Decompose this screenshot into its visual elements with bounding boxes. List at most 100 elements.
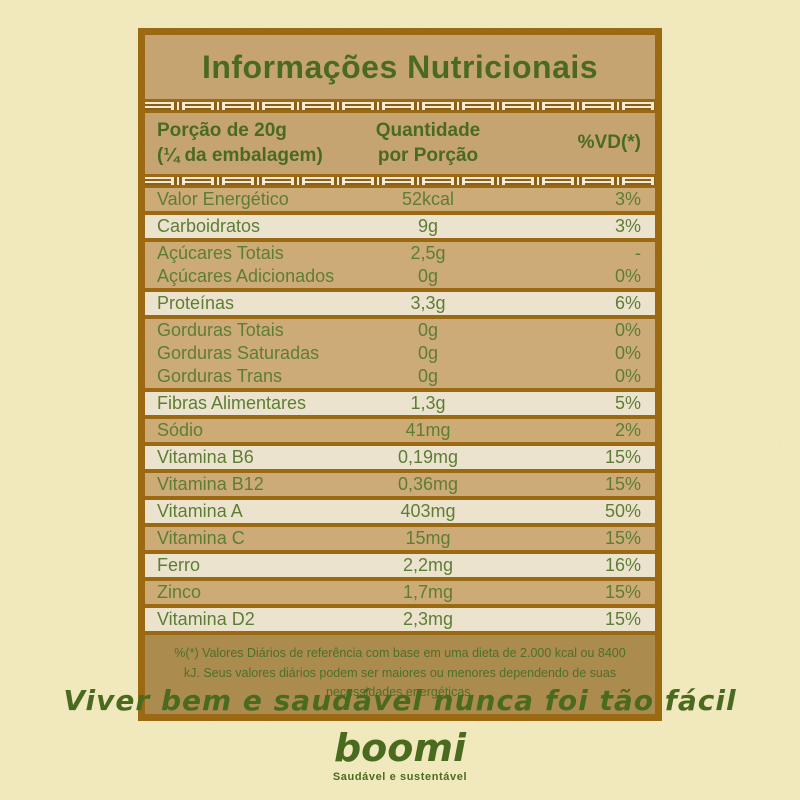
nutrient-row: Sódio 41mg 2% [145,419,655,442]
quantity-header-line1: Quantidade [375,120,481,141]
nutrient-row-group: Zinco 1,7mg 15% [145,581,655,609]
nutrient-name: Sódio [157,420,204,441]
nutrient-row: Vitamina B12 0,36mg 15% [145,473,655,496]
nutrient-row: Zinco 1,7mg 15% [145,581,655,604]
nutrient-row-group: Vitamina B6 0,19mg 15% [145,446,655,474]
nutrient-quantity: 403mg [400,501,456,522]
nutrient-row: Açúcares Totais 2,5g - [145,242,655,265]
nutrient-rows: Valor Energético 52kcal 3% Carboidratos … [145,188,655,636]
nutrient-name: Vitamina C [157,528,245,549]
nutrient-quantity: 9g [417,216,439,237]
nutrient-row-group: Carboidratos 9g 3% [145,215,655,243]
nutrient-name: Vitamina B6 [157,447,254,468]
nutrient-name: Vitamina D2 [157,609,255,630]
nutrient-daily-value: 0% [614,366,641,387]
brand-slogan: Saudável e sustentável [332,771,468,783]
nutrient-name: Vitamina B12 [157,474,264,495]
nutrient-name: Gorduras Totais [157,320,284,341]
nutrient-quantity: 0,19mg [397,447,459,468]
nutrient-row-group: Ferro 2,2mg 16% [145,554,655,582]
nutrient-quantity: 1,3g [410,393,446,414]
nutrient-name: Fibras Alimentares [157,393,307,414]
nutrient-quantity: 0,36mg [397,474,459,495]
nutrient-row: Fibras Alimentares 1,3g 5% [145,392,655,415]
nutrient-row-group: Açúcares Totais 2,5g - Açúcares Adiciona… [145,242,655,293]
nutrient-row: Vitamina D2 2,3mg 15% [145,608,655,631]
nutrient-row: Valor Energético 52kcal 3% [145,188,655,211]
nutrient-row-group: Fibras Alimentares 1,3g 5% [145,392,655,420]
nutrient-daily-value: 15% [604,609,641,630]
nutrient-quantity: 1,7mg [402,582,454,603]
nutrient-quantity: 41mg [405,420,451,441]
nutrient-daily-value: 0% [614,343,641,364]
nutrient-name: Açúcares Adicionados [157,266,335,287]
nutrient-quantity: 15mg [405,528,451,549]
nutrient-quantity: 3,3g [410,293,446,314]
table-header-row: Porção de 20g (¼ da embalagem) Quantidad… [145,113,655,175]
nutrient-row-group: Valor Energético 52kcal 3% [145,188,655,216]
nutrient-row: Vitamina B6 0,19mg 15% [145,446,655,469]
serving-size-line1: Porção de 20g [157,120,287,141]
nutrient-quantity: 52kcal [401,189,455,210]
nutrient-quantity: 2,5g [410,243,446,264]
nutrient-row-group: Vitamina D2 2,3mg 15% [145,608,655,636]
nutrient-name: Proteínas [157,293,235,314]
nutrient-daily-value: 3% [614,216,641,237]
nutrient-name: Valor Energético [157,189,289,210]
nutrient-daily-value: 50% [604,501,641,522]
nutrient-row-group: Proteínas 3,3g 6% [145,292,655,320]
quantity-header-line2: por Porção [377,144,479,166]
nutrient-daily-value: 2% [614,420,641,441]
nutrient-daily-value: 15% [604,528,641,549]
nutrient-row-group: Gorduras Totais 0g 0% Gorduras Saturadas… [145,319,655,393]
nutrient-daily-value: 5% [614,393,641,414]
nutrient-row: Vitamina A 403mg 50% [145,500,655,523]
nutrient-row-group: Vitamina A 403mg 50% [145,500,655,528]
nutrient-row: Proteínas 3,3g 6% [145,292,655,315]
bamboo-divider-bottom [145,174,655,189]
nutrient-quantity: 0g [417,343,439,364]
nutrient-quantity: 2,3mg [402,609,454,630]
nutrient-row: Carboidratos 9g 3% [145,215,655,238]
label-title-bar: Informações Nutricionais [145,35,655,99]
nutrient-quantity: 0g [417,366,439,387]
nutrient-row-group: Vitamina C 15mg 15% [145,527,655,555]
serving-size-header: Porção de 20g (¼ da embalagem) [157,119,343,168]
brand-tagline: Viver bem e saudável nunca foi tão fácil [63,684,737,717]
nutrient-daily-value: 0% [614,266,641,287]
daily-values-footnote: %(*) Valores Diários de referência com b… [145,635,655,714]
nutrient-name: Gorduras Saturadas [157,343,320,364]
nutrition-label-card: Informações Nutricionais Porção de 20g (… [138,28,662,721]
nutrient-row: Gorduras Totais 0g 0% [145,319,655,342]
nutrient-quantity: 0g [417,266,439,287]
daily-value-header: %VD(*) [577,132,641,154]
nutrient-row-group: Vitamina B12 0,36mg 15% [145,473,655,501]
brand-footer: Viver bem e saudável nunca foi tão fácil… [0,684,800,783]
nutrient-row: Gorduras Trans 0g 0% [145,365,655,388]
nutrient-quantity: 2,2mg [402,555,454,576]
brand-logo: boomi [333,726,467,770]
nutrient-row: Ferro 2,2mg 16% [145,554,655,577]
nutrient-daily-value: 6% [614,293,641,314]
label-title: Informações Nutricionais [201,48,599,85]
nutrient-name: Carboidratos [157,216,261,237]
nutrient-daily-value: 15% [604,447,641,468]
nutrient-daily-value: 16% [604,555,641,576]
nutrient-name: Vitamina A [157,501,243,522]
nutrient-daily-value: 15% [604,582,641,603]
nutrient-quantity: 0g [417,320,439,341]
nutrient-row: Açúcares Adicionados 0g 0% [145,265,655,288]
nutrient-row: Vitamina C 15mg 15% [145,527,655,550]
nutrient-name: Ferro [157,555,201,576]
nutrient-row-group: Sódio 41mg 2% [145,419,655,447]
nutrient-daily-value: 15% [604,474,641,495]
nutrient-name: Açúcares Totais [157,243,284,264]
nutrient-name: Zinco [157,582,202,603]
nutrient-daily-value: 3% [614,189,641,210]
nutrient-name: Gorduras Trans [157,366,283,387]
bamboo-divider-top [145,99,655,113]
quantity-header: Quantidade por Porção [343,119,513,168]
nutrient-daily-value: - [635,243,641,264]
nutrient-row: Gorduras Saturadas 0g 0% [145,342,655,365]
